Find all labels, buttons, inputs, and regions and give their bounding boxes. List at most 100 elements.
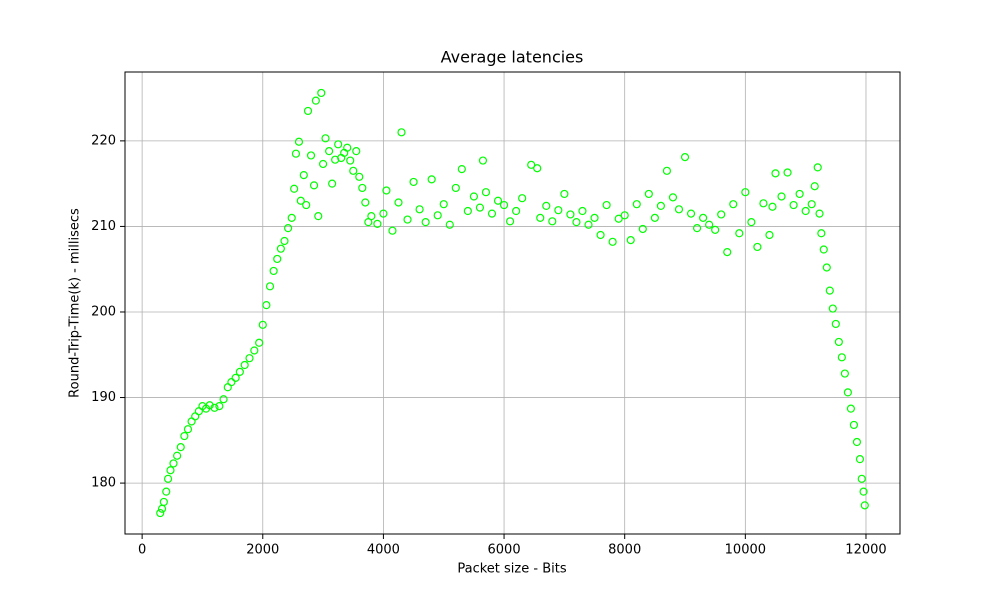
point bbox=[262, 301, 271, 310]
point bbox=[668, 193, 678, 202]
point bbox=[819, 245, 828, 254]
point bbox=[662, 166, 672, 175]
point bbox=[349, 166, 358, 175]
point bbox=[765, 230, 774, 240]
point bbox=[309, 181, 319, 190]
point bbox=[608, 237, 617, 246]
point bbox=[855, 455, 865, 464]
point bbox=[759, 199, 768, 208]
point bbox=[717, 210, 726, 219]
point bbox=[857, 474, 866, 483]
point bbox=[686, 209, 696, 218]
point bbox=[334, 140, 343, 149]
point bbox=[463, 206, 472, 216]
point bbox=[321, 134, 330, 143]
point bbox=[346, 156, 355, 165]
point bbox=[156, 508, 165, 518]
point bbox=[846, 404, 855, 413]
point bbox=[656, 201, 665, 210]
y-axis-label: Round-Trip-Time(k) - millisecs bbox=[68, 208, 83, 398]
point bbox=[240, 360, 249, 370]
point bbox=[303, 106, 313, 116]
plot-frame bbox=[124, 71, 901, 535]
point bbox=[215, 401, 224, 411]
point bbox=[159, 497, 168, 507]
point bbox=[314, 212, 323, 221]
y-tick-label: 210 bbox=[91, 219, 116, 234]
point bbox=[169, 459, 178, 468]
point bbox=[245, 354, 254, 363]
point bbox=[674, 205, 684, 214]
point bbox=[753, 242, 762, 252]
point bbox=[379, 209, 388, 218]
point bbox=[801, 206, 810, 216]
point bbox=[296, 196, 305, 205]
point bbox=[291, 149, 301, 158]
point bbox=[162, 487, 171, 496]
point bbox=[632, 200, 641, 209]
point bbox=[860, 501, 869, 510]
point bbox=[382, 186, 391, 195]
y-tick-label: 200 bbox=[91, 304, 116, 319]
point bbox=[834, 337, 843, 347]
point bbox=[205, 401, 214, 410]
point bbox=[388, 226, 397, 235]
point bbox=[487, 209, 497, 218]
point bbox=[325, 147, 334, 156]
point bbox=[280, 236, 289, 246]
point bbox=[306, 151, 316, 160]
point bbox=[157, 504, 167, 513]
point bbox=[397, 128, 406, 137]
x-tick-label: 8000 bbox=[608, 543, 641, 558]
point bbox=[859, 487, 868, 496]
point bbox=[478, 156, 488, 165]
point bbox=[572, 218, 581, 227]
point bbox=[318, 159, 328, 169]
point bbox=[566, 210, 575, 219]
x-axis-label: Packet size - Bits bbox=[457, 562, 566, 577]
chart-title: Average latencies bbox=[441, 48, 584, 67]
point bbox=[735, 229, 744, 238]
point bbox=[828, 304, 837, 313]
point bbox=[173, 451, 182, 460]
point bbox=[294, 137, 304, 146]
grid bbox=[125, 72, 900, 534]
point bbox=[644, 189, 653, 199]
point bbox=[163, 474, 173, 483]
point bbox=[421, 218, 430, 227]
point bbox=[180, 431, 189, 441]
point bbox=[810, 182, 819, 191]
point bbox=[227, 378, 236, 387]
point bbox=[302, 200, 311, 210]
point bbox=[711, 225, 720, 234]
point bbox=[533, 164, 542, 173]
point bbox=[427, 175, 436, 184]
point bbox=[290, 184, 299, 193]
point bbox=[457, 165, 466, 174]
point bbox=[352, 147, 361, 156]
point bbox=[317, 88, 326, 98]
point bbox=[210, 403, 219, 412]
point bbox=[409, 177, 418, 187]
point bbox=[250, 346, 259, 355]
point bbox=[852, 437, 862, 447]
point bbox=[451, 183, 460, 193]
point bbox=[235, 367, 244, 376]
points bbox=[156, 88, 869, 518]
point bbox=[355, 172, 364, 181]
point bbox=[255, 338, 264, 347]
point bbox=[512, 206, 521, 216]
point bbox=[680, 153, 690, 162]
point bbox=[560, 189, 569, 199]
point bbox=[481, 188, 491, 197]
point bbox=[358, 183, 367, 193]
point bbox=[729, 200, 738, 209]
point bbox=[542, 201, 551, 210]
point bbox=[650, 213, 659, 222]
point bbox=[596, 230, 605, 240]
point bbox=[789, 200, 798, 210]
point bbox=[311, 96, 320, 105]
x-tick-label: 6000 bbox=[488, 543, 521, 558]
point bbox=[831, 319, 840, 329]
